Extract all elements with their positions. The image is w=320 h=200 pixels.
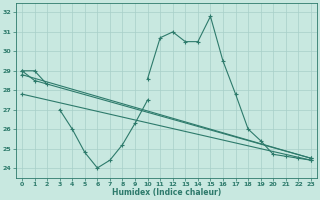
X-axis label: Humidex (Indice chaleur): Humidex (Indice chaleur) — [112, 188, 221, 197]
